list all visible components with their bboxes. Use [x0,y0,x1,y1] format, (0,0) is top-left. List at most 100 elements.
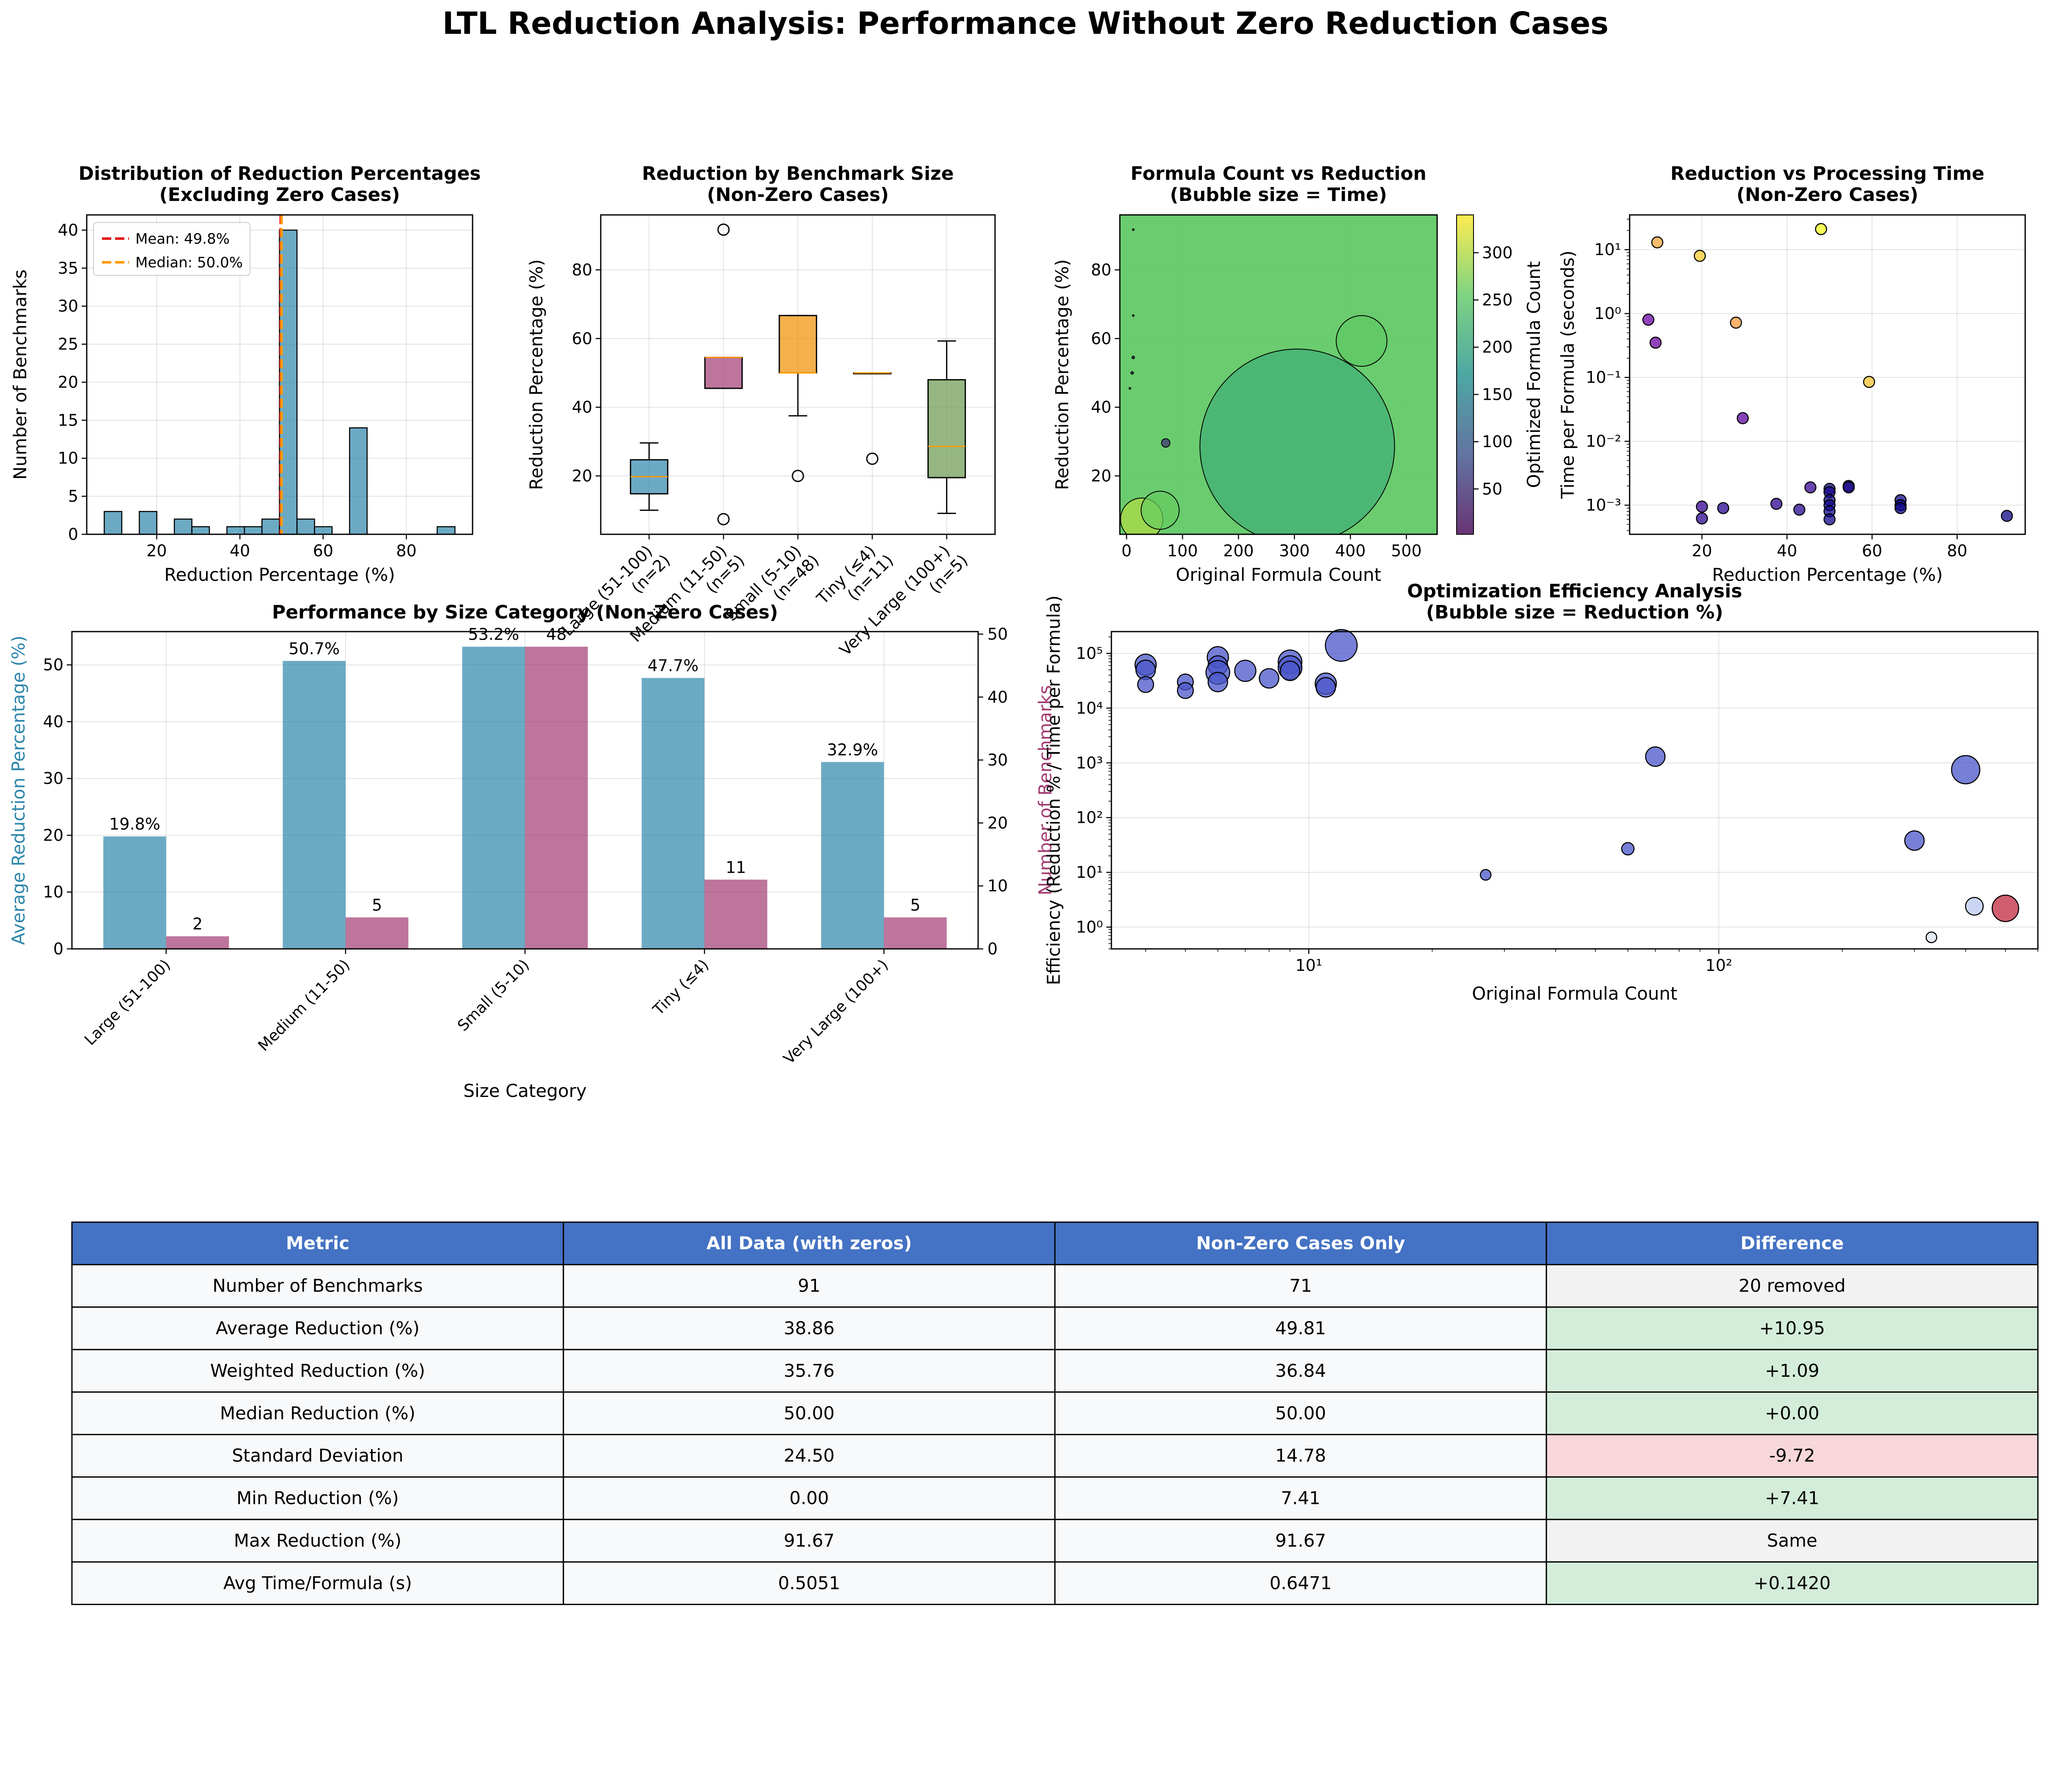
bubble-chart-title: Formula Count vs Reduction [1130,163,1426,184]
y-axis-label: Reduction Percentage (%) [526,259,547,490]
y-tick-label: 25 [58,335,78,354]
table-cell-text: Standard Deviation [232,1445,403,1466]
box-0 [630,442,668,511]
y-tick-label: 50 [43,656,63,674]
avg-reduction-label: 19.8% [109,815,160,833]
bubble-point [1141,491,1180,530]
table-cell [1545,1349,2039,1393]
y-right-tick-label: 0 [987,940,998,958]
avg-reduction-bar [283,661,346,949]
table-cell [71,1476,564,1520]
y-tick-label: 20 [572,467,592,485]
colorbar-tick-label: 50 [1482,480,1502,498]
table-cell [1545,1561,2039,1605]
histogram-bar [104,511,123,535]
benchmark-count-label: 2 [192,915,203,933]
y-tick-label: 10⁰ [1076,918,1103,937]
avg-reduction-bar [821,762,884,949]
x-tick-label: 60 [1862,541,1882,560]
colorbar-tick-label: 200 [1482,338,1513,357]
y-axis-label: Reduction Percentage (%) [1052,259,1072,490]
scatter-point [1696,512,1708,525]
box-1 [704,223,743,525]
time-scatter-chart: 20 40 60 80 10⁻³ 10⁻² 10⁻¹ 10⁰ 10¹ Reduction vs P… [1557,163,2026,585]
y-tick-label: 20 [43,826,63,844]
table-cell-text: +10.95 [1759,1318,1825,1339]
avg-reduction-bar [641,678,705,949]
benchmark-count-bar [884,917,947,949]
box-4 [927,340,966,514]
y-tick-label: 10 [58,449,78,467]
y-right-tick-label: 30 [987,751,1008,770]
y-tick-label: 60 [572,329,592,348]
x-axis-label: Reduction Percentage (%) [164,564,395,585]
axes-frame [1119,214,1438,535]
avg-reduction-label: 50.7% [289,639,340,658]
table-cell [1545,1476,2039,1520]
x-tick-label: 300 [1279,541,1310,560]
table-cell [71,1306,564,1350]
scatter-point [1696,500,1708,513]
x-tick-label: 400 [1335,541,1366,560]
table-cell [563,1264,1056,1308]
outlier-point [717,223,730,236]
y-tick-label: 10⁻¹ [1586,368,1621,387]
histogram-bar [173,518,192,535]
colorbar-tick-label: 300 [1482,243,1513,262]
table-cell [1545,1264,2039,1308]
scatter-point [2001,510,2013,522]
table-cell [1545,1519,2039,1563]
efficiency-point [1904,830,1925,851]
table-cell-text: +0.00 [1765,1403,1820,1424]
benchmark-count-label: 5 [910,896,920,915]
x-tick-label: 60 [313,541,333,560]
histogram-bar [191,526,210,535]
summary-table: Metric All Data (with zeros) Non-Zero Case… [71,1221,2039,1605]
scatter-point [1823,513,1836,525]
table-cell-text: 35.76 [784,1360,835,1381]
histogram-title: Distribution of Reduction Percentages [78,163,481,184]
scatter-point [1730,316,1742,329]
table-cell-text: Weighted Reduction (%) [210,1360,425,1381]
table-cell-text: 71 [1289,1275,1312,1296]
x-tick-label: 200 [1223,541,1254,560]
efficiency-point [1925,931,1938,943]
table-cell-text: Same [1767,1530,1817,1551]
y-tick-label: 10⁻³ [1586,496,1621,514]
bubbles [1120,215,1437,534]
legend-median-label: Median: 50.0% [135,254,243,271]
y-right-tick-label: 50 [987,625,1008,643]
table-cell [563,1391,1056,1435]
figure-title: LTL Reduction Analysis: Performance With… [443,5,1609,41]
table-header-label: All Data (with zeros) [707,1233,912,1253]
table-cell-text: +1.09 [1765,1360,1820,1381]
table-header-label: Difference [1740,1233,1844,1253]
scatter-point [1694,250,1706,262]
efficiency-point [1965,897,1984,916]
axes-frame [86,214,473,535]
avg-reduction-bar [462,646,525,949]
benchmark-count-label: 11 [726,858,746,877]
histogram-bar [244,526,263,535]
scatter-point [1737,412,1749,424]
histogram-title: (Excluding Zero Cases) [159,184,400,206]
histogram-bar [314,526,333,535]
bubble-point [1336,315,1388,367]
table-cell-text: 91 [798,1275,820,1296]
efficiency-point [1991,894,2019,922]
y-tick-label: 10¹ [1076,863,1103,882]
bubble-point [1128,387,1131,390]
y-tick-label: 60 [1091,329,1111,348]
y-tick-label: 40 [58,221,78,239]
x-tick-label: 40 [1777,541,1797,560]
histogram-bar [349,427,368,535]
scatter-point [1804,481,1817,494]
table-cell-text: 49.81 [1275,1318,1326,1339]
scatter-point [1842,481,1855,494]
y-tick-label: 40 [572,398,592,417]
scatter-point [1642,313,1655,326]
x-axis-label: Original Formula Count [1176,564,1381,585]
bubble-point [1132,314,1135,317]
table-cell [1054,1434,1547,1478]
y-tick-label: 10⁻² [1586,432,1621,451]
